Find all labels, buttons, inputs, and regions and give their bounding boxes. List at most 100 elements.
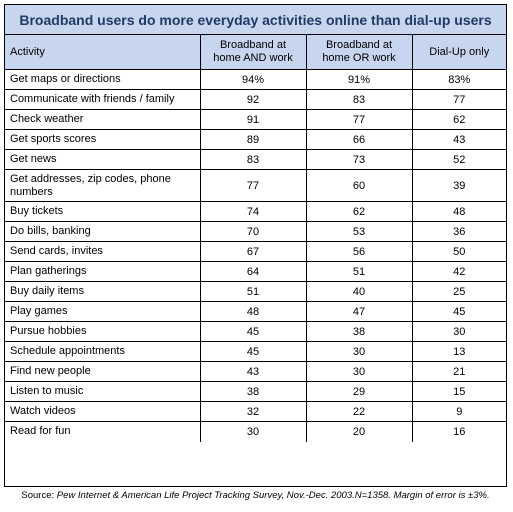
table-body: Get maps or directions 94% 91% 83% Communica… [5,69,506,442]
table-row: Get maps or directions 94% 91% 83% [5,69,506,90]
header-activity: Activity [5,35,201,70]
broadband-home-or-work-cell: 40 [305,281,413,302]
table-row: Buy daily items 51 40 25 [5,281,506,302]
broadband-home-and-work-cell: 70 [199,221,307,242]
dial-up-only-cell: 48 [411,201,506,222]
broadband-home-and-work-cell: 38 [199,381,307,402]
broadband-home-or-work-cell: 51 [305,261,413,282]
table-row: Find new people 43 30 21 [5,361,506,382]
broadband-home-and-work-cell: 51 [199,281,307,302]
broadband-home-or-work-cell: 47 [305,301,413,322]
activity-cell: Check weather [5,109,201,130]
dial-up-only-cell: 42 [411,261,506,282]
broadband-home-and-work-cell: 94% [199,69,307,90]
activity-cell: Listen to music [5,381,201,402]
broadband-home-or-work-cell: 83 [305,89,413,110]
table-row: Get news 83 73 52 [5,149,506,170]
broadband-home-and-work-cell: 89 [199,129,307,150]
activity-cell: Get sports scores [5,129,201,150]
broadband-home-or-work-cell: 29 [305,381,413,402]
dial-up-only-cell: 21 [411,361,506,382]
dial-up-only-cell: 62 [411,109,506,130]
header-broadband-home-and-work: Broadband at home AND work [199,35,307,70]
activity-cell: Schedule appointments [5,341,201,362]
broadband-home-and-work-cell: 74 [199,201,307,222]
activity-cell: Buy daily items [5,281,201,302]
header-dial-up-only: Dial-Up only [411,35,506,70]
broadband-home-and-work-cell: 30 [199,421,307,442]
table-row: Check weather 91 77 62 [5,109,506,130]
broadband-home-and-work-cell: 43 [199,361,307,382]
table-row: Schedule appointments 45 30 13 [5,341,506,362]
table-row: Buy tickets 74 62 48 [5,201,506,222]
table-row: Play games 48 47 45 [5,301,506,322]
activity-cell: Read for fun [5,421,201,442]
dial-up-only-cell: 39 [411,169,506,202]
survey-table-frame: Broadband users do more everyday activit… [4,4,507,487]
broadband-home-or-work-cell: 30 [305,361,413,382]
dial-up-only-cell: 15 [411,381,506,402]
broadband-home-and-work-cell: 45 [199,341,307,362]
broadband-home-or-work-cell: 30 [305,341,413,362]
broadband-home-or-work-cell: 20 [305,421,413,442]
table-row: Send cards, invites 67 56 50 [5,241,506,262]
activity-cell: Get news [5,149,201,170]
broadband-home-or-work-cell: 66 [305,129,413,150]
broadband-home-and-work-cell: 91 [199,109,307,130]
activity-cell: Watch videos [5,401,201,422]
broadband-home-or-work-cell: 91% [305,69,413,90]
broadband-home-and-work-cell: 64 [199,261,307,282]
dial-up-only-cell: 25 [411,281,506,302]
activity-cell: Pursue hobbies [5,321,201,342]
activity-cell: Plan gatherings [5,261,201,282]
broadband-home-and-work-cell: 48 [199,301,307,322]
activity-cell: Play games [5,301,201,322]
broadband-home-and-work-cell: 92 [199,89,307,110]
broadband-home-or-work-cell: 73 [305,149,413,170]
header-broadband-home-or-work: Broadband at home OR work [305,35,413,70]
table-row: Read for fun 30 20 16 [5,421,506,442]
activities-table: Activity Broadband at home AND work Broa… [5,35,506,442]
dial-up-only-cell: 36 [411,221,506,242]
broadband-home-or-work-cell: 77 [305,109,413,130]
broadband-home-and-work-cell: 67 [199,241,307,262]
dial-up-only-cell: 30 [411,321,506,342]
dial-up-only-cell: 52 [411,149,506,170]
header-row: Activity Broadband at home AND work Broa… [5,35,506,70]
broadband-home-and-work-cell: 45 [199,321,307,342]
broadband-home-or-work-cell: 56 [305,241,413,262]
dial-up-only-cell: 16 [411,421,506,442]
broadband-home-and-work-cell: 77 [199,169,307,202]
dial-up-only-cell: 77 [411,89,506,110]
table-row: Communicate with friends / family 92 83 77 [5,89,506,110]
source-note: Source: Pew Internet & American Life Pro… [4,490,507,501]
broadband-home-or-work-cell: 60 [305,169,413,202]
activity-cell: Find new people [5,361,201,382]
table-row: Get addresses, zip codes, phone numbers 7… [5,169,506,202]
source-text: Pew Internet & American Life Project Tra… [56,490,490,501]
table-row: Watch videos 32 22 9 [5,401,506,422]
dial-up-only-cell: 13 [411,341,506,362]
broadband-home-or-work-cell: 22 [305,401,413,422]
dial-up-only-cell: 43 [411,129,506,150]
activity-cell: Communicate with friends / family [5,89,201,110]
dial-up-only-cell: 83% [411,69,506,90]
activity-cell: Do bills, banking [5,221,201,242]
table-row: Plan gatherings 64 51 42 [5,261,506,282]
activity-cell: Buy tickets [5,201,201,222]
table-row: Listen to music 38 29 15 [5,381,506,402]
source-label: Source: [21,490,55,501]
broadband-home-and-work-cell: 32 [199,401,307,422]
dial-up-only-cell: 50 [411,241,506,262]
table-row: Get sports scores 89 66 43 [5,129,506,150]
activity-cell: Send cards, invites [5,241,201,262]
activity-cell: Get addresses, zip codes, phone numbers [5,169,201,202]
broadband-home-or-work-cell: 38 [305,321,413,342]
table-title: Broadband users do more everyday activit… [5,5,506,35]
activity-cell: Get maps or directions [5,69,201,90]
broadband-home-or-work-cell: 62 [305,201,413,222]
broadband-home-or-work-cell: 53 [305,221,413,242]
table-row: Pursue hobbies 45 38 30 [5,321,506,342]
dial-up-only-cell: 9 [411,401,506,422]
table-row: Do bills, banking 70 53 36 [5,221,506,242]
